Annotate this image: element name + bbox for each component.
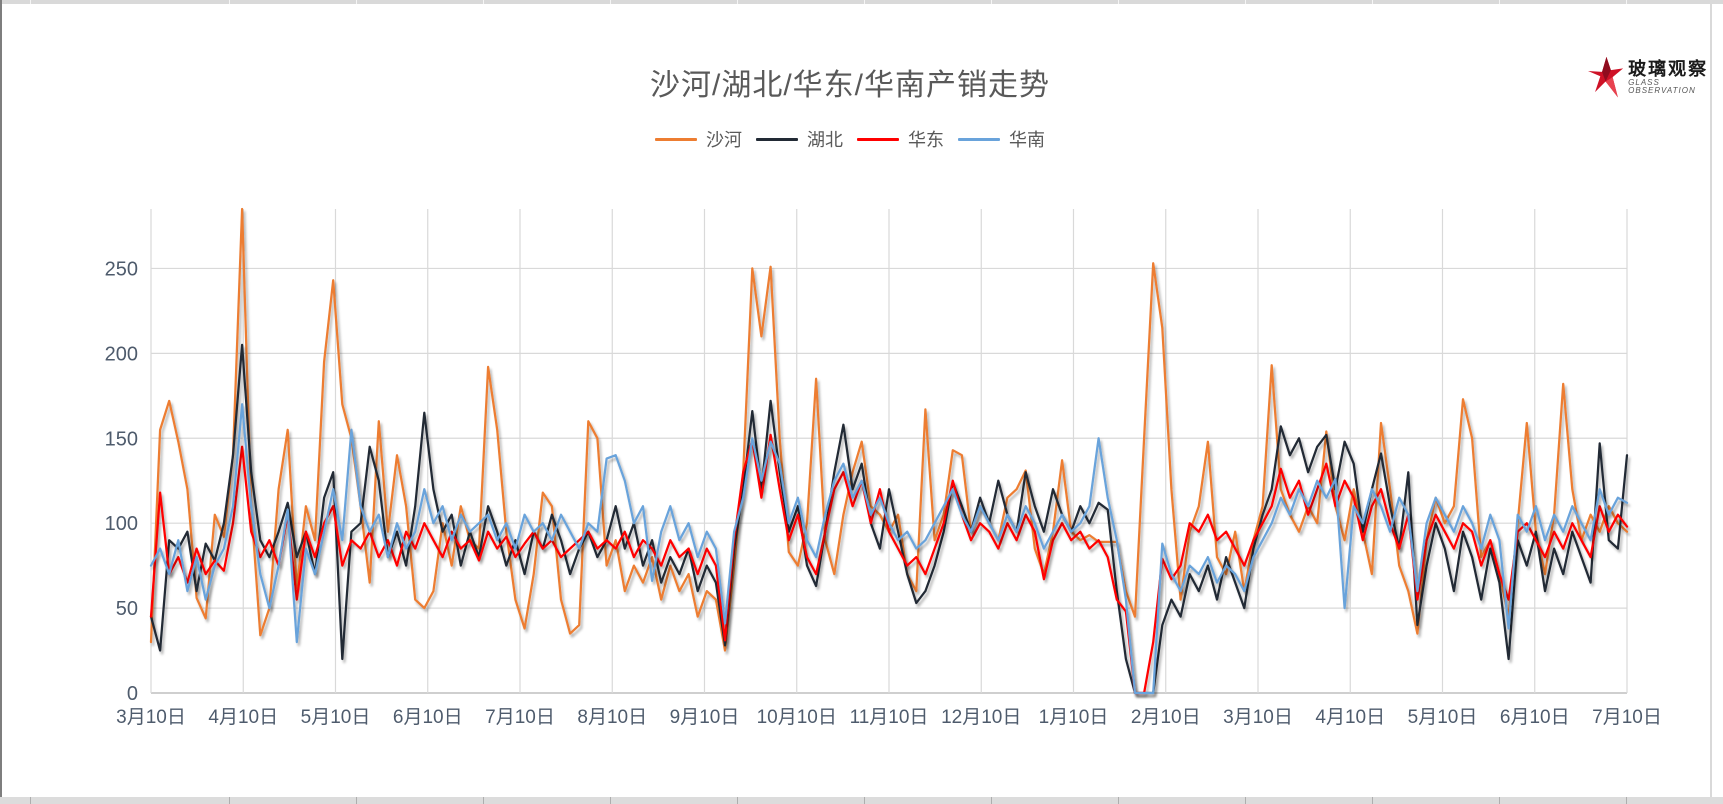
sheet-bottom-border [0,797,1723,804]
legend-swatch-shahe [655,137,697,141]
sheet-top-border [0,0,1723,4]
legend-item-shahe: 沙河 [655,126,742,152]
x-tick-label: 3月10日 [1223,707,1293,728]
x-tick-label: 2月10日 [1131,707,1201,728]
x-tick-label: 12月10日 [941,707,1021,728]
x-tick-label: 7月10日 [1592,707,1662,728]
chart-legend: 沙河 湖北 华东 华南 [0,126,1700,152]
series-lines [149,207,1629,695]
x-tick-label: 5月10日 [1408,707,1478,728]
x-tick-label: 6月10日 [393,707,463,728]
legend-item-hubei: 湖北 [756,126,843,152]
x-tick-label: 5月10日 [301,707,371,728]
legend-swatch-hubei [756,137,798,141]
legend-label-shahe: 沙河 [706,130,742,150]
x-tick-label: 8月10日 [577,707,647,728]
series-line-hubei [149,343,1629,695]
x-tick-label: 1月10日 [1039,707,1109,728]
y-tick-label: 250 [105,258,138,280]
x-tick-label: 7月10日 [485,707,555,728]
x-tick-label: 3月10日 [116,707,186,728]
legend-label-huanan: 华南 [1009,130,1045,150]
series-line-huadong [149,433,1629,695]
x-tick-label: 9月10日 [670,707,740,728]
x-tick-label: 6月10日 [1500,707,1570,728]
brand-logo-text: 玻璃观察 GLASS OBSERVATION [1628,60,1723,96]
y-tick-label: 100 [105,513,138,535]
brand-name: 玻璃观察 [1628,59,1709,80]
legend-swatch-huanan [958,137,1000,141]
y-tick-label: 200 [105,343,138,365]
x-tick-label: 11月10日 [850,707,929,728]
brand-subtitle: GLASS OBSERVATION [1628,78,1696,96]
x-tick-label: 4月10日 [1315,707,1385,728]
brand-logo: 玻璃观察 GLASS OBSERVATION [1588,55,1723,101]
sheet-right-border [1710,0,1712,804]
legend-swatch-huadong [857,137,899,141]
legend-label-huadong: 华东 [908,130,944,150]
gridlines [150,209,1628,694]
chart-title: 沙河/湖北/华东/华南产销走势 [649,69,1050,102]
y-tick-label: 50 [116,598,138,620]
sheet-left-border [0,0,2,804]
x-tick-label: 4月10日 [208,707,278,728]
star-logo-icon [1588,56,1624,98]
y-tick-label: 150 [105,428,138,450]
legend-label-hubei: 湖北 [807,130,843,150]
axis-tick-labels: 0 50 100 150 200 250 3月10日 4月10日 5月10日 6月10日 7月10日… [105,258,1662,728]
x-tick-label: 10月10日 [757,707,837,728]
legend-item-huadong: 华东 [857,126,944,152]
y-tick-label: 0 [127,683,138,705]
legend-item-huanan: 华南 [958,126,1045,152]
series-line-huanan [149,403,1629,695]
